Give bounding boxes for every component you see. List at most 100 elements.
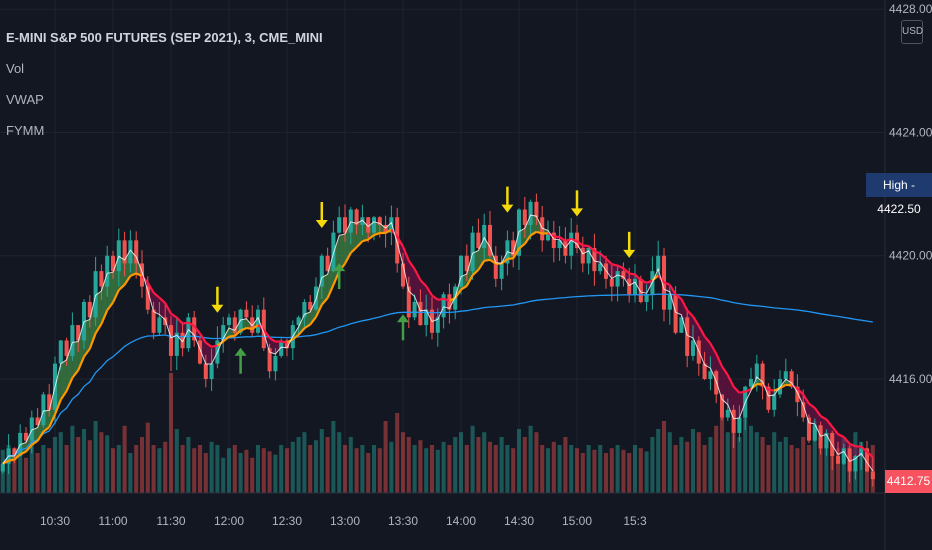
slow-ma-segment: [518, 242, 526, 250]
slow-ma-segment: [599, 252, 607, 260]
volume-bar: [511, 448, 516, 493]
volume-bar: [23, 457, 29, 493]
slow-ma-segment: [484, 258, 491, 262]
ribbon-segment: [339, 233, 345, 272]
candle-body: [342, 217, 348, 233]
volume-bar: [221, 457, 226, 493]
buy-arrow-head: [397, 314, 409, 323]
candle-body: [621, 271, 626, 279]
volume-bar: [383, 421, 388, 493]
slow-ma-segment: [842, 436, 851, 445]
volume-bar: [400, 432, 406, 493]
symbol-title[interactable]: E-MINI S&P 500 FUTURES (SEP 2021), 3, CM…: [6, 30, 323, 45]
legend-fymm[interactable]: FYMM: [6, 123, 45, 138]
slow-ma-segment: [465, 274, 474, 287]
volume-bar: [99, 432, 104, 493]
ribbon-segment: [205, 342, 212, 365]
slow-ma-segment: [431, 294, 439, 301]
slow-ma-segment: [222, 335, 230, 343]
candle-body: [151, 309, 156, 333]
candle-body: [447, 294, 452, 310]
candle-body: [238, 309, 243, 333]
ribbon-segment: [356, 220, 363, 248]
candle-body: [70, 325, 75, 356]
volume-bar: [737, 437, 742, 493]
candle-body: [412, 301, 417, 318]
candle-body: [337, 217, 342, 233]
volume-bar: [609, 448, 614, 493]
volume-bar: [557, 445, 562, 493]
candle-body: [110, 255, 116, 272]
candle-body: [76, 325, 81, 341]
volume-bar: [157, 448, 162, 493]
candle-body: [795, 386, 800, 403]
slow-ma-segment: [471, 268, 480, 277]
candle-body: [418, 301, 423, 326]
x-tick-label: 13:30: [388, 514, 418, 528]
slow-ma-segment: [77, 356, 86, 371]
volume-bar: [110, 448, 116, 493]
volume-bar: [679, 437, 684, 493]
candle-body: [435, 317, 440, 333]
slow-ma-segment: [320, 297, 329, 306]
volume-bar: [70, 425, 75, 493]
sell-arrow-head: [501, 204, 514, 213]
volume-bar: [429, 445, 435, 493]
volume-bar: [534, 432, 539, 493]
slow-ma-segment: [65, 377, 74, 392]
candle-body: [308, 301, 313, 310]
slow-ma-segment: [703, 335, 712, 345]
candle-body: [221, 325, 226, 341]
slow-ma-segment: [292, 333, 300, 341]
volume-bar: [743, 413, 748, 493]
volume-bar: [627, 453, 632, 493]
candle-body: [209, 363, 214, 379]
slow-ma-segment: [646, 279, 653, 284]
candle-body: [522, 209, 527, 225]
volume-bars: [0, 373, 875, 493]
volume-bar: [41, 445, 46, 493]
slow-ma-segment: [193, 325, 201, 335]
slow-ma-segment: [744, 388, 752, 393]
volume-bar: [360, 445, 365, 493]
candle-body: [319, 255, 324, 287]
slow-ma-segment: [507, 257, 514, 261]
volume-bar: [279, 445, 284, 493]
volume-bar: [348, 437, 353, 493]
candle-body: [569, 232, 574, 256]
slow-ma-segment: [443, 297, 450, 302]
candle-body: [789, 371, 794, 387]
candle-body: [279, 340, 284, 356]
candle-body: [99, 271, 104, 287]
slow-ma-segment: [100, 309, 109, 325]
candle-body: [203, 363, 208, 379]
volume-bar: [209, 441, 214, 493]
currency-label[interactable]: USD: [901, 20, 923, 44]
candle-body: [760, 363, 765, 387]
legend-vol[interactable]: Vol: [6, 61, 25, 76]
slow-ma-segment: [582, 244, 589, 248]
volume-bar: [569, 445, 574, 493]
candle-body: [690, 340, 696, 356]
sell-arrow: [571, 190, 583, 217]
candle-body: [354, 209, 359, 225]
candle-body: [134, 240, 139, 264]
candle-body: [458, 255, 464, 287]
slow-ma-segment: [663, 281, 671, 286]
volume-bar: [731, 421, 736, 493]
volume-bar: [487, 441, 493, 493]
volume-bar: [180, 445, 185, 493]
slow-ma-segment: [587, 245, 596, 252]
volume-bar: [777, 441, 783, 493]
slow-ma-segment: [280, 340, 288, 344]
high-price-badge: High - 4422.50: [866, 173, 932, 216]
volume-bar: [52, 437, 58, 493]
candle-body: [719, 394, 725, 418]
buy-arrow-head: [333, 263, 346, 272]
volume-bar: [302, 432, 307, 493]
x-tick-label: 10:30: [40, 514, 70, 528]
legend-vwap[interactable]: VWAP: [6, 92, 44, 107]
volume-bar: [267, 451, 272, 493]
slow-ma-segment: [94, 323, 103, 334]
